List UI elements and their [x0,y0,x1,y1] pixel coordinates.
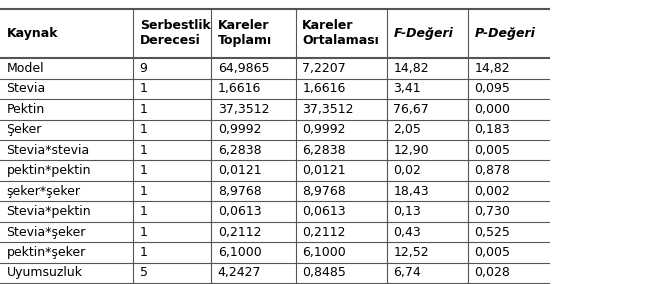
Text: 6,74: 6,74 [393,266,421,279]
Text: Uyumsuzluk: Uyumsuzluk [6,266,83,279]
Text: P-Değeri: P-Değeri [474,27,536,40]
Text: 1: 1 [140,82,148,95]
Text: 1: 1 [140,225,148,239]
Text: 1,6616: 1,6616 [302,82,346,95]
Text: 0,002: 0,002 [474,185,510,198]
Text: 4,2427: 4,2427 [218,266,261,279]
Text: 1,6616: 1,6616 [218,82,261,95]
Text: F-Değeri: F-Değeri [393,27,453,40]
Text: 0,8485: 0,8485 [302,266,346,279]
Text: 0,730: 0,730 [474,205,510,218]
Text: Pektin: Pektin [6,103,45,116]
Text: 0,2112: 0,2112 [218,225,261,239]
Text: 76,67: 76,67 [393,103,429,116]
Text: 0,9992: 0,9992 [302,123,346,136]
Text: Stevia*şeker: Stevia*şeker [6,225,86,239]
Text: 6,2838: 6,2838 [218,144,261,157]
Text: 2,05: 2,05 [393,123,421,136]
Text: pektin*şeker: pektin*şeker [6,246,86,259]
Text: 0,000: 0,000 [474,103,510,116]
Text: 0,0613: 0,0613 [302,205,346,218]
Text: 0,878: 0,878 [474,164,510,177]
Text: 0,02: 0,02 [393,164,421,177]
Text: Kareler
Ortalaması: Kareler Ortalaması [302,19,379,47]
Text: 9: 9 [140,62,148,75]
Text: 6,2838: 6,2838 [302,144,346,157]
Text: 37,3512: 37,3512 [218,103,269,116]
Text: Serbestlik
Derecesi: Serbestlik Derecesi [140,19,211,47]
Text: 1: 1 [140,246,148,259]
Text: pektin*pektin: pektin*pektin [6,164,91,177]
Text: 6,1000: 6,1000 [218,246,261,259]
Text: 0,005: 0,005 [474,144,510,157]
Text: 14,82: 14,82 [393,62,429,75]
Text: 0,028: 0,028 [474,266,510,279]
Text: 0,183: 0,183 [474,123,510,136]
Text: 1: 1 [140,185,148,198]
Text: 0,525: 0,525 [474,225,510,239]
Text: 0,095: 0,095 [474,82,510,95]
Text: 8,9768: 8,9768 [302,185,346,198]
Text: şeker*şeker: şeker*şeker [6,185,81,198]
Text: 0,005: 0,005 [474,246,510,259]
Text: 12,90: 12,90 [393,144,429,157]
Text: 18,43: 18,43 [393,185,429,198]
Text: 1: 1 [140,205,148,218]
Text: 0,2112: 0,2112 [302,225,346,239]
Text: 0,0121: 0,0121 [302,164,346,177]
Text: 0,43: 0,43 [393,225,421,239]
Text: 7,2207: 7,2207 [302,62,346,75]
Text: 6,1000: 6,1000 [302,246,346,259]
Text: 37,3512: 37,3512 [302,103,354,116]
Text: 0,13: 0,13 [393,205,421,218]
Text: Kaynak: Kaynak [6,27,58,40]
Text: Kareler
Toplamı: Kareler Toplamı [218,19,272,47]
Text: 64,9865: 64,9865 [218,62,269,75]
Text: 1: 1 [140,103,148,116]
Text: 14,82: 14,82 [474,62,510,75]
Text: Stevia: Stevia [6,82,46,95]
Text: 0,9992: 0,9992 [218,123,261,136]
Text: 5: 5 [140,266,148,279]
Text: 0,0613: 0,0613 [218,205,261,218]
Text: 0,0121: 0,0121 [218,164,261,177]
Text: 1: 1 [140,164,148,177]
Text: 12,52: 12,52 [393,246,429,259]
Text: Şeker: Şeker [6,123,42,136]
Text: 1: 1 [140,123,148,136]
Text: 1: 1 [140,144,148,157]
Text: 3,41: 3,41 [393,82,421,95]
Text: Stevia*stevia: Stevia*stevia [6,144,90,157]
Text: Model: Model [6,62,44,75]
Text: Stevia*pektin: Stevia*pektin [6,205,91,218]
Text: 8,9768: 8,9768 [218,185,261,198]
